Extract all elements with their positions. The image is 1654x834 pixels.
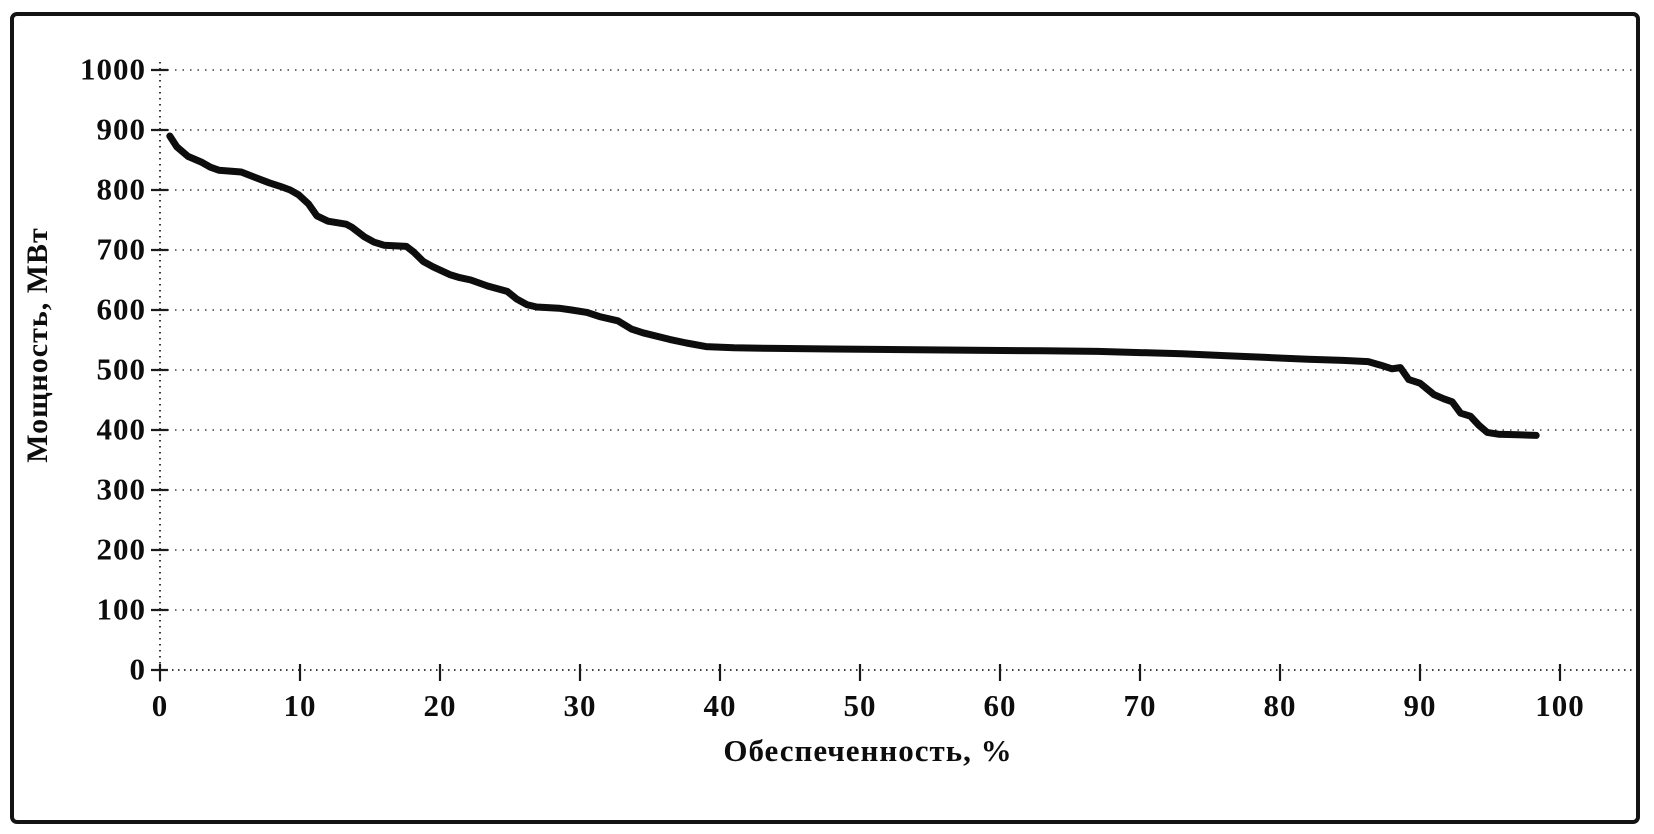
x-axis-title: Обеспеченность, % — [723, 733, 1013, 768]
x-tick-label-40: 40 — [703, 688, 737, 723]
x-tick-label-90: 90 — [1403, 688, 1437, 723]
x-tick-label-80: 80 — [1263, 688, 1297, 723]
x-tick-label-10: 10 — [283, 688, 317, 723]
y-tick-label-900: 900 — [96, 111, 146, 147]
y-tick-label-500: 500 — [96, 351, 146, 387]
x-tick-label-20: 20 — [423, 688, 457, 723]
y-tick-label-600: 600 — [96, 291, 146, 327]
y-tick-label-700: 700 — [96, 231, 146, 267]
y-tick-label-0: 0 — [129, 651, 146, 687]
x-tick-label-60: 60 — [983, 688, 1017, 723]
x-tick-label-0: 0 — [151, 688, 169, 723]
x-tick-label-50: 50 — [843, 688, 877, 723]
power-duration-curve — [166, 132, 1540, 439]
x-tick-label-30: 30 — [563, 688, 597, 723]
x-tick-label-70: 70 — [1123, 688, 1157, 723]
y-axis-title: Мощность, МВт — [21, 227, 54, 463]
y-tick-label-100: 100 — [96, 591, 146, 627]
y-tick-label-1000: 1000 — [80, 51, 146, 87]
y-tick-label-400: 400 — [96, 411, 146, 447]
y-tick-label-800: 800 — [96, 171, 146, 207]
y-tick-label-300: 300 — [96, 471, 146, 507]
figure-frame — [10, 12, 1640, 824]
x-tick-label-100: 100 — [1535, 688, 1585, 723]
y-tick-label-200: 200 — [96, 531, 146, 567]
